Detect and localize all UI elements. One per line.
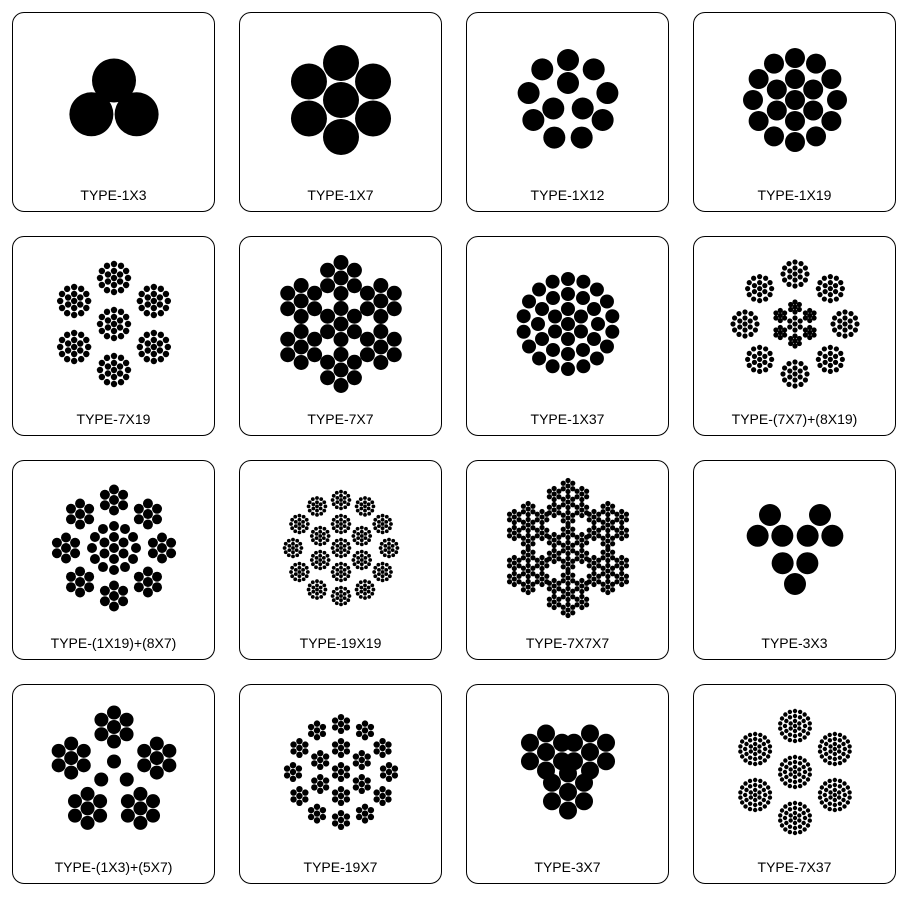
type-label: TYPE-7X37 (758, 859, 832, 875)
wire-diagram (13, 461, 214, 635)
wire-diagram (240, 13, 441, 187)
wire-diagram (694, 237, 895, 411)
type-label: TYPE-3X3 (761, 635, 827, 651)
type-label: TYPE-1X7 (307, 187, 373, 203)
type-card: TYPE-1X3 (12, 12, 215, 212)
type-card: TYPE-7X7X7 (466, 460, 669, 660)
type-card: TYPE-7X37 (693, 684, 896, 884)
type-card: TYPE-3X3 (693, 460, 896, 660)
wire-diagram (467, 461, 668, 635)
type-label: TYPE-1X37 (531, 411, 605, 427)
type-card: TYPE-(1X3)+(5X7) (12, 684, 215, 884)
type-label: TYPE-7X7 (307, 411, 373, 427)
wire-diagram (240, 461, 441, 635)
type-card: TYPE-1X7 (239, 12, 442, 212)
type-label: TYPE-(1X3)+(5X7) (55, 859, 173, 875)
type-label: TYPE-3X7 (534, 859, 600, 875)
type-label: TYPE-1X12 (531, 187, 605, 203)
type-card: TYPE-19X19 (239, 460, 442, 660)
type-label: TYPE-7X7X7 (526, 635, 609, 651)
type-card: TYPE-19X7 (239, 684, 442, 884)
wire-diagram (694, 13, 895, 187)
type-label: TYPE-19X19 (300, 635, 382, 651)
type-card: TYPE-(7X7)+(8X19) (693, 236, 896, 436)
type-card: TYPE-7X7 (239, 236, 442, 436)
type-card: TYPE-1X37 (466, 236, 669, 436)
type-grid: TYPE-1X3 TYPE-1X7 TYPE-1X12 TYPE-1X19 TYPE-7… (12, 12, 896, 884)
type-card: TYPE-(1X19)+(8X7) (12, 460, 215, 660)
wire-diagram (467, 685, 668, 859)
wire-diagram (13, 685, 214, 859)
wire-diagram (467, 13, 668, 187)
wire-diagram (240, 237, 441, 411)
type-label: TYPE-(1X19)+(8X7) (51, 635, 177, 651)
type-label: TYPE-1X3 (80, 187, 146, 203)
type-card: TYPE-7X19 (12, 236, 215, 436)
type-card: TYPE-3X7 (466, 684, 669, 884)
type-card: TYPE-1X12 (466, 12, 669, 212)
type-label: TYPE-1X19 (758, 187, 832, 203)
type-card: TYPE-1X19 (693, 12, 896, 212)
type-label: TYPE-19X7 (304, 859, 378, 875)
type-label: TYPE-7X19 (77, 411, 151, 427)
wire-diagram (467, 237, 668, 411)
wire-diagram (13, 237, 214, 411)
wire-diagram (240, 685, 441, 859)
wire-diagram (694, 461, 895, 635)
type-label: TYPE-(7X7)+(8X19) (732, 411, 858, 427)
wire-diagram (13, 13, 214, 187)
wire-diagram (694, 685, 895, 859)
